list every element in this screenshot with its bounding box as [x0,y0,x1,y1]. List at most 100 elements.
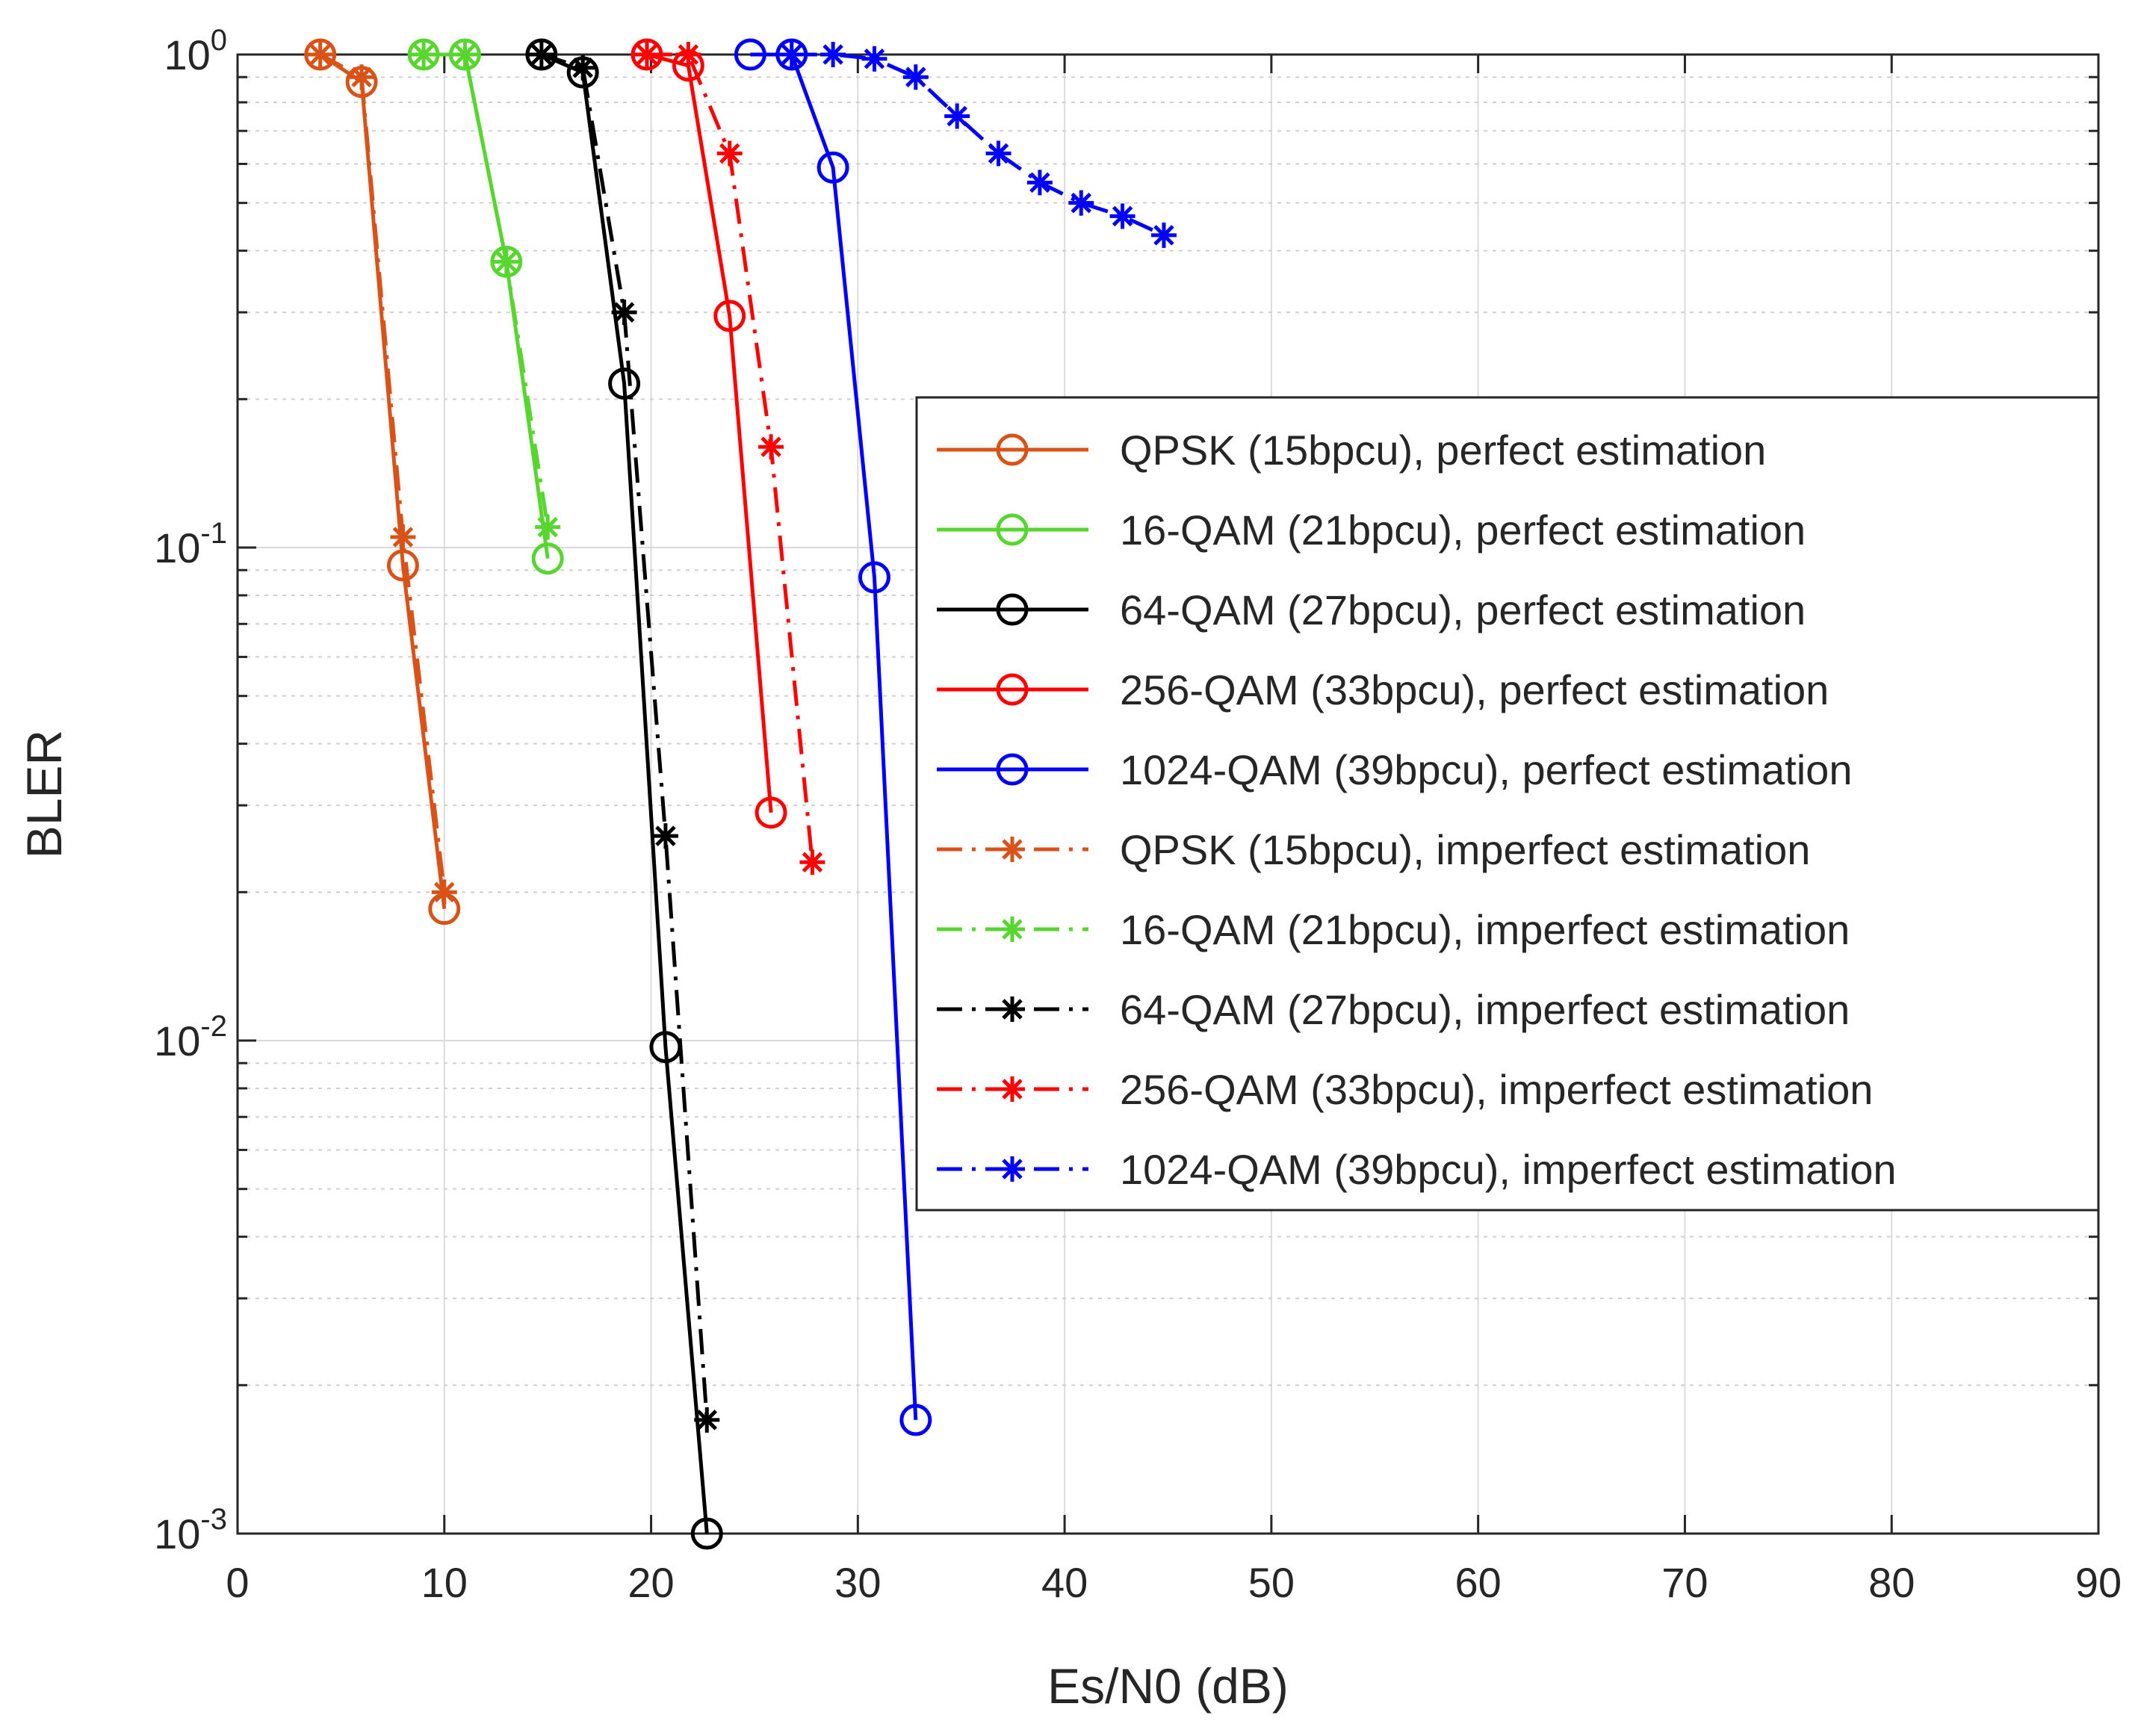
asterisk-stroke [413,44,434,65]
series-4 [630,38,787,829]
x-tick-label: 90 [2075,1559,2122,1606]
asterisk-stroke [822,44,843,65]
series-line [424,52,550,528]
x-tick-label: 80 [1868,1559,1915,1606]
x-tick-label: 10 [421,1559,468,1606]
y-tick-label: 10-2 [154,1010,227,1064]
y-tick-label: 10-1 [154,517,227,571]
asterisk-stroke [946,105,967,127]
marker-circle [448,38,481,71]
asterisk-stroke [905,66,926,87]
legend-item: 16-QAM (21bpcu), perfect estimation [937,506,1806,554]
asterisk-stroke [719,143,740,164]
marker-asterisk [716,140,743,167]
marker-asterisk [1109,203,1135,229]
marker-asterisk [431,879,457,905]
asterisk-stroke [1153,225,1174,246]
asterisk-stroke [760,436,781,458]
legend-item: 64-QAM (27bpcu), imperfect estimation [937,986,1850,1033]
marker-circle [996,433,1029,466]
asterisk-stroke [537,516,558,538]
asterisk-stroke [1029,172,1050,193]
marker-circle [996,593,1029,626]
series-8 [528,42,720,1433]
marker-asterisk [411,42,437,67]
x-tick-label: 70 [1661,1559,1708,1606]
x-axis-label: Es/N0 (dB) [1047,1658,1289,1714]
y-tick-label: 10-3 [154,1503,227,1557]
asterisk-stroke [454,44,476,65]
series-6 [307,42,457,905]
marker-asterisk [694,1407,720,1433]
asterisk-stroke [1070,192,1092,214]
asterisk-stroke [309,44,331,65]
legend: QPSK (15bpcu), perfect estimation 16-QAM … [915,396,2100,1212]
marker-asterisk [452,42,478,67]
marker-asterisk [1026,170,1053,196]
series-7 [411,42,561,540]
legend-item: QPSK (15bpcu), imperfect estimation [937,826,1810,873]
legend-label: 1024-QAM (39bpcu), perfect estimation [1120,746,1852,793]
asterisk-stroke [351,66,372,87]
marker-circle [525,38,558,71]
marker-asterisk [390,524,416,551]
legend-label: QPSK (15bpcu), imperfect estimation [1120,826,1810,873]
asterisk-stroke [988,143,1009,164]
marker-asterisk [349,64,375,90]
marker-asterisk [1150,222,1177,248]
marker-asterisk [307,42,333,67]
marker-asterisk [1068,190,1094,216]
asterisk-stroke [1002,999,1023,1020]
asterisk-stroke [678,44,699,65]
marker-circle [996,673,1029,706]
x-tick-label: 30 [834,1559,881,1606]
legend-item: 1024-QAM (39bpcu), imperfect estimation [937,1146,1897,1193]
asterisk-stroke [1002,839,1023,860]
asterisk-stroke [496,251,517,273]
asterisk-stroke [864,49,885,69]
marker-asterisk [861,46,887,72]
legend-item: 256-QAM (33bpcu), perfect estimation [937,666,1829,713]
marker-asterisk [570,55,596,81]
legend-item: 16-QAM (21bpcu), imperfect estimation [937,906,1850,953]
asterisk-stroke [1002,1079,1023,1100]
marker-asterisk [985,140,1011,167]
marker-asterisk [634,42,660,67]
axis-ticks: 0 10 20 30 40 50 60 70 80 90 100 10-1 10-2 10-3 [154,24,2122,1606]
asterisk-stroke [1002,919,1023,940]
legend-item: 64-QAM (27bpcu), perfect estimation [937,586,1806,633]
marker-asterisk [1000,837,1025,862]
asterisk-stroke [1112,205,1133,227]
asterisk-stroke [655,825,676,846]
asterisk-stroke [1002,1159,1023,1179]
marker-asterisk [535,514,561,540]
marker-circle [690,1517,723,1550]
marker-circle [817,151,849,184]
marker-circle [755,796,787,829]
marker-circle [304,38,337,71]
asterisk-stroke [636,44,657,65]
data-series [304,38,1177,1550]
marker-asterisk [758,434,784,460]
asterisk-stroke [392,527,414,548]
marker-asterisk [820,42,846,67]
asterisk-stroke [531,44,552,65]
marker-asterisk [652,823,678,849]
x-tick-label: 40 [1041,1559,1088,1606]
series-10 [778,42,1177,248]
asterisk-stroke [781,44,802,65]
marker-asterisk [528,42,554,67]
x-tick-label: 20 [628,1559,674,1606]
legend-item: 1024-QAM (39bpcu), perfect estimation [937,746,1852,793]
legend-box [915,396,2100,1212]
marker-circle [713,300,746,332]
marker-circle [996,513,1029,546]
series-3 [525,38,723,1550]
asterisk-stroke [572,57,593,78]
y-axis-label: BLER [16,730,72,858]
marker-circle [996,753,1029,786]
legend-item: QPSK (15bpcu), perfect estimation [937,427,1766,474]
marker-asterisk [611,300,637,326]
marker-asterisk [675,42,701,67]
